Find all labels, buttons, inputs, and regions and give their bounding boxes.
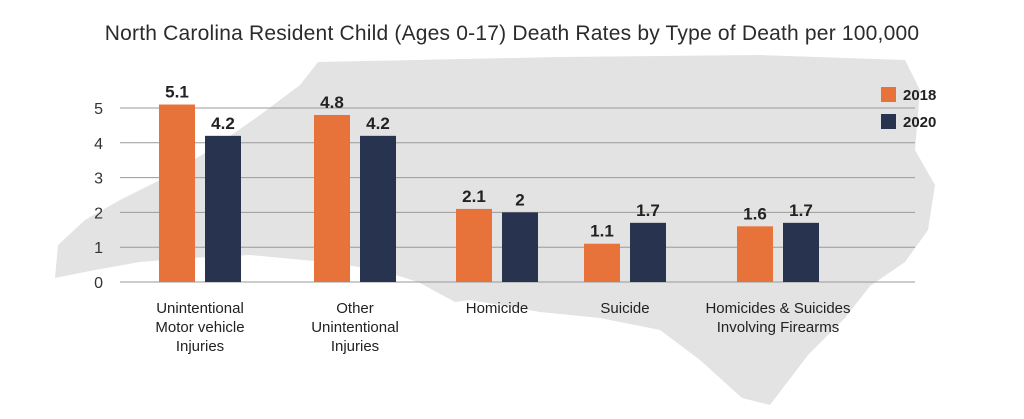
legend-label-2018: 2018 bbox=[903, 87, 936, 104]
bar-2018-2 bbox=[456, 208, 492, 282]
legend-label-2020: 2020 bbox=[903, 114, 936, 131]
bar-2018-1 bbox=[314, 114, 350, 283]
data-label: 1.7 bbox=[636, 201, 660, 220]
data-label: 1.6 bbox=[743, 204, 767, 223]
data-label: 1.1 bbox=[590, 222, 614, 241]
data-label: 4.8 bbox=[320, 93, 344, 112]
y-tick-label: 4 bbox=[94, 136, 103, 153]
data-label: 1.7 bbox=[789, 201, 813, 220]
category-label: Suicide bbox=[600, 300, 649, 317]
legend-swatch-2020 bbox=[881, 114, 896, 129]
bars bbox=[159, 104, 819, 283]
y-tick-label: 0 bbox=[94, 275, 103, 292]
data-labels: 5.1 4.8 2.1 1.1 1.6 4.2 4.2 2 1.7 1.7 bbox=[165, 83, 813, 241]
bar-2018-0 bbox=[159, 104, 195, 283]
bar-2020-0 bbox=[205, 135, 241, 282]
bar-2020-4 bbox=[783, 222, 819, 282]
bar-2020-2 bbox=[502, 212, 538, 282]
category-label: Other Unintentional Injuries bbox=[311, 300, 399, 355]
data-label: 5.1 bbox=[165, 83, 189, 102]
data-label: 4.2 bbox=[211, 114, 235, 133]
bar-2018-3 bbox=[584, 243, 620, 282]
data-label: 4.2 bbox=[366, 114, 390, 133]
y-tick-label: 3 bbox=[94, 171, 103, 188]
data-label: 2.1 bbox=[462, 187, 486, 206]
category-label: Unintentional Motor vehicle Injuries bbox=[155, 300, 244, 355]
bar-2018-4 bbox=[737, 226, 773, 282]
category-label: Homicide bbox=[466, 300, 529, 317]
data-label: 2 bbox=[515, 190, 524, 209]
chart-title: North Carolina Resident Child (Ages 0-17… bbox=[104, 22, 920, 45]
y-tick-label: 1 bbox=[94, 240, 103, 257]
bar-2020-3 bbox=[630, 222, 666, 282]
category-label: Homicides & Suicides Involving Firearms bbox=[705, 300, 850, 336]
legend: 2018 2020 bbox=[881, 87, 936, 131]
y-axis: 0 1 2 3 4 5 bbox=[94, 101, 103, 292]
y-tick-label: 2 bbox=[94, 205, 103, 222]
y-tick-label: 5 bbox=[94, 101, 103, 118]
bar-2020-1 bbox=[360, 135, 396, 282]
category-labels: Unintentional Motor vehicle Injuries Other U… bbox=[155, 300, 850, 355]
legend-swatch-2018 bbox=[881, 87, 896, 102]
